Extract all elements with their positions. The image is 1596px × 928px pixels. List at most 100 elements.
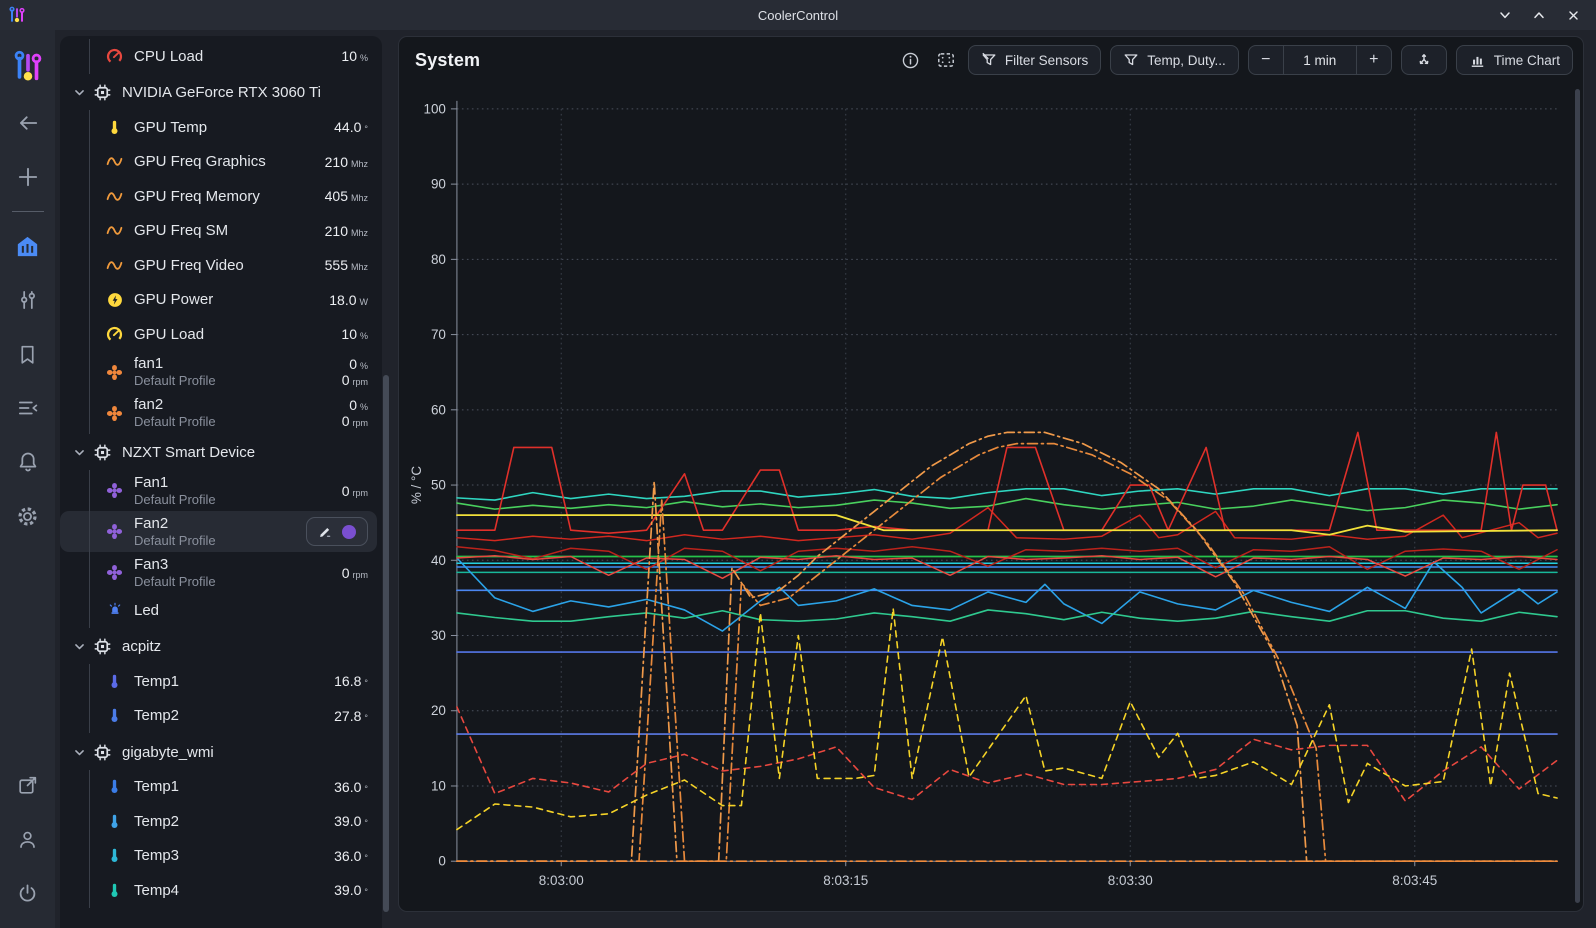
sensor-value: 555 Mhz — [324, 257, 368, 274]
app-logo-large-icon[interactable] — [0, 38, 55, 96]
indent-guide — [89, 39, 90, 74]
sensor-row[interactable]: CPU Load 10% — [60, 39, 382, 74]
sensor-value: 210 Mhz — [324, 222, 368, 239]
maximize-button[interactable] — [1526, 3, 1552, 27]
sensor-row[interactable]: GPU Freq Memory 405 Mhz — [60, 179, 382, 214]
sensor-row[interactable]: Temp2 39.0 ° — [60, 804, 382, 839]
sensor-values: 18.0 W — [329, 292, 368, 308]
close-button[interactable] — [1560, 3, 1586, 27]
device-row[interactable]: gigabyte_wmi — [60, 735, 382, 770]
sidebar-item-modes[interactable] — [0, 381, 55, 435]
sensor-values: 36.0 ° — [334, 848, 368, 864]
series-temp-red-4 — [456, 555, 1558, 580]
sidebar-item-notifications[interactable] — [0, 435, 55, 489]
sidebar-scrollbar[interactable] — [383, 375, 389, 912]
bar-chart-icon — [1471, 56, 1483, 67]
sensor-row[interactable]: Temp3 36.0 ° — [60, 838, 382, 873]
svg-text:8:03:30: 8:03:30 — [1108, 873, 1153, 888]
main-panel: System Filter Sensors Temp, Duty... − 1 … — [398, 36, 1584, 912]
filter-sensors-button[interactable]: Filter Sensors — [967, 45, 1102, 75]
frame-select-icon[interactable] — [933, 47, 959, 73]
device-label: gigabyte_wmi — [122, 743, 214, 761]
svg-text:30: 30 — [431, 628, 446, 643]
sidebar-item-bookmarks[interactable] — [0, 327, 55, 381]
sensor-label: Temp1 — [134, 672, 180, 690]
sensor-row[interactable]: GPU Temp 44.0 ° — [60, 110, 382, 145]
sidebar-item-tuning[interactable] — [0, 273, 55, 327]
sensor-row[interactable]: Led — [60, 593, 382, 628]
chevron-down-icon[interactable] — [70, 638, 88, 656]
chevron-down-icon[interactable] — [70, 444, 88, 462]
sensor-label: GPU Freq Video — [134, 256, 244, 274]
sensor-values: 405 Mhz — [325, 188, 368, 204]
external-link-button[interactable] — [0, 758, 55, 812]
sensor-row[interactable]: GPU Freq Video 555 Mhz — [60, 248, 382, 283]
account-button[interactable] — [0, 812, 55, 866]
filter-types-button[interactable]: Temp, Duty... — [1110, 45, 1239, 75]
info-icon[interactable] — [898, 47, 924, 73]
sensor-row[interactable]: GPU Freq Graphics 210 Mhz — [60, 144, 382, 179]
sensor-values: 10% — [341, 48, 368, 64]
sensor-row[interactable]: Fan2 Default Profile — [60, 511, 377, 552]
device-row[interactable]: acpitz — [60, 630, 382, 665]
sensor-row[interactable]: Temp4 39.0 ° — [60, 873, 382, 908]
chevron-down-icon[interactable] — [70, 743, 88, 761]
time-chart-button[interactable]: Time Chart — [1455, 45, 1573, 75]
sensor-values: 0% 0 rpm — [342, 397, 368, 429]
sensor-values: 16.8 ° — [334, 673, 368, 689]
chevron-down-icon[interactable] — [70, 84, 88, 102]
indent-guide — [89, 873, 90, 908]
interval-increase-button[interactable]: + — [1369, 51, 1379, 68]
filter-types-label: Temp, Duty... — [1147, 52, 1226, 68]
sensor-row[interactable]: fan1 Default Profile 0% 0 rpm — [60, 351, 382, 393]
indent-guide — [89, 664, 90, 699]
sensor-row[interactable]: Fan1 Default Profile 0 rpm — [60, 470, 382, 511]
sensor-value: 0 rpm — [341, 413, 368, 429]
main-scrollbar[interactable] — [1575, 89, 1580, 903]
sensor-profile-label: Default Profile — [134, 491, 216, 507]
edit-profile-button[interactable] — [306, 517, 368, 546]
sensor-value: 18.0 W — [329, 291, 368, 308]
sensor-row[interactable]: GPU Freq SM 210 Mhz — [60, 213, 382, 248]
filter-sensors-label: Filter Sensors — [1004, 52, 1089, 68]
sensor-label: Fan3 — [134, 555, 169, 573]
interval-stepper: − 1 min + — [1247, 45, 1392, 75]
sensor-value: 0% — [349, 356, 368, 372]
minimize-button[interactable] — [1492, 3, 1518, 27]
sensor-icon — [106, 222, 123, 239]
sensor-row[interactable]: Temp1 36.0 ° — [60, 769, 382, 804]
sensor-row[interactable]: Fan3 Default Profile 0 rpm — [60, 552, 382, 593]
sensor-label: Temp3 — [134, 847, 180, 865]
sidebar-item-dashboard[interactable] — [0, 219, 55, 273]
sensor-label: Temp2 — [134, 707, 180, 725]
sensor-icon — [106, 153, 123, 170]
sensor-values: 210 Mhz — [325, 223, 368, 239]
sensor-row[interactable]: GPU Power 18.0 W — [60, 282, 382, 317]
sidebar-item-settings[interactable] — [0, 489, 55, 543]
back-button[interactable] — [0, 96, 55, 150]
svg-text:10: 10 — [431, 778, 446, 793]
sensor-row[interactable]: fan2 Default Profile 0% 0 rpm — [60, 392, 382, 434]
sensor-profile-label: Default Profile — [134, 414, 216, 430]
sensor-values: 27.8 ° — [334, 708, 368, 724]
series-gpu-freq-orange-b — [456, 442, 1558, 863]
sensor-icon — [106, 482, 123, 499]
sensor-row[interactable]: Temp1 16.8 ° — [60, 664, 382, 699]
sensor-row[interactable]: Temp2 27.8 ° — [60, 698, 382, 733]
power-button[interactable] — [0, 866, 55, 920]
sensor-icon — [106, 564, 123, 581]
sensor-value: 36.0 ° — [334, 847, 368, 864]
device-row[interactable]: NVIDIA GeForce RTX 3060 Ti — [60, 76, 382, 111]
device-row[interactable]: NZXT Smart Device — [60, 436, 382, 471]
channel-color-dot[interactable] — [342, 524, 356, 539]
sensor-values: 555 Mhz — [325, 257, 368, 273]
tree-view-button[interactable] — [1400, 45, 1447, 75]
sensor-value: 10% — [341, 48, 368, 65]
sensor-icon — [106, 523, 123, 540]
chip-icon — [92, 443, 112, 463]
sensor-label: GPU Freq Graphics — [134, 153, 266, 171]
series-temp-red-spiky — [456, 431, 1558, 535]
interval-decrease-button[interactable]: − — [1261, 51, 1271, 68]
sensor-row[interactable]: GPU Load 10% — [60, 317, 382, 352]
add-button[interactable] — [0, 150, 55, 204]
